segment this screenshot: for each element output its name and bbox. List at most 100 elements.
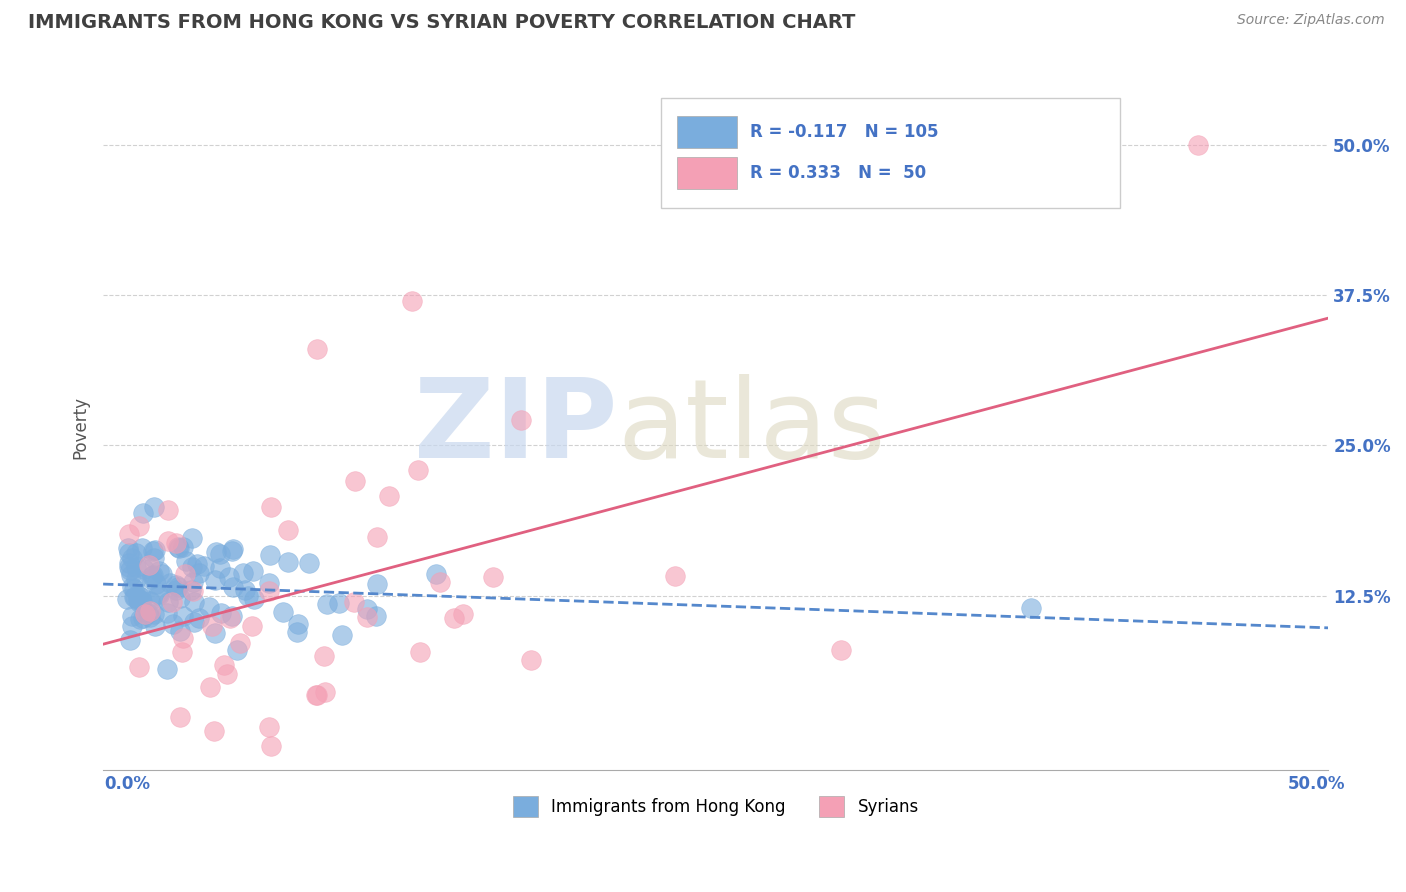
Point <box>188 566 211 581</box>
Point <box>132 562 155 576</box>
Point <box>165 536 187 550</box>
Point <box>183 615 205 629</box>
Point <box>257 720 280 734</box>
Point <box>314 685 336 699</box>
Point <box>221 543 243 558</box>
Point <box>156 663 179 677</box>
Text: R = 0.333   N =  50: R = 0.333 N = 50 <box>749 164 927 182</box>
Point <box>298 557 321 571</box>
Point <box>830 642 852 657</box>
Point <box>221 608 243 623</box>
Point <box>128 595 150 609</box>
Point <box>201 619 224 633</box>
Text: ZIP: ZIP <box>415 374 617 481</box>
Point <box>121 551 143 566</box>
Point <box>131 593 153 607</box>
Point <box>166 580 188 594</box>
Point <box>174 554 197 568</box>
Point <box>181 574 204 589</box>
Point <box>159 576 181 591</box>
Point <box>129 591 152 605</box>
Point <box>356 610 378 624</box>
Point <box>128 659 150 673</box>
Point <box>287 617 309 632</box>
Point <box>181 560 204 574</box>
Point <box>142 551 165 566</box>
Point <box>127 591 149 606</box>
Point <box>117 541 139 556</box>
Point <box>236 589 259 603</box>
Point <box>157 595 180 609</box>
Point <box>150 566 173 581</box>
Point <box>170 644 193 658</box>
Point <box>307 688 329 702</box>
Point <box>172 541 194 555</box>
Point <box>342 595 364 609</box>
Point <box>482 570 505 584</box>
Point <box>125 573 148 587</box>
Point <box>165 578 187 592</box>
Point <box>198 599 221 614</box>
Point <box>271 605 294 619</box>
Point <box>242 564 264 578</box>
Point <box>138 558 160 573</box>
Point <box>157 534 180 549</box>
Point <box>117 592 139 607</box>
Point <box>285 624 308 639</box>
Point <box>121 580 143 594</box>
Point <box>118 556 141 570</box>
Point <box>425 566 447 581</box>
Point <box>122 582 145 597</box>
Point <box>451 607 474 622</box>
Point <box>240 619 263 633</box>
Point <box>409 645 432 659</box>
Point <box>120 632 142 647</box>
Point <box>122 591 145 605</box>
Point <box>257 584 280 599</box>
Point <box>212 657 235 672</box>
Point <box>257 575 280 590</box>
Point <box>120 563 142 577</box>
Point <box>260 500 283 514</box>
Point <box>169 541 191 555</box>
Point <box>141 569 163 583</box>
Point <box>169 591 191 606</box>
Point <box>305 688 328 702</box>
Y-axis label: Poverty: Poverty <box>72 396 89 458</box>
Point <box>136 606 159 620</box>
Point <box>204 626 226 640</box>
Point <box>366 530 388 544</box>
Point <box>141 572 163 586</box>
Point <box>139 594 162 608</box>
Point <box>312 649 335 664</box>
Point <box>366 577 388 591</box>
Point <box>260 739 283 753</box>
Point <box>202 724 225 739</box>
Point <box>134 607 156 621</box>
Text: R = -0.117   N = 105: R = -0.117 N = 105 <box>749 123 939 141</box>
Point <box>169 624 191 638</box>
Point <box>307 342 329 356</box>
Point <box>276 523 298 537</box>
Point <box>118 546 141 560</box>
Point <box>520 653 543 667</box>
Point <box>131 541 153 555</box>
FancyBboxPatch shape <box>676 116 737 148</box>
Point <box>366 609 388 624</box>
Point <box>330 627 353 641</box>
Point <box>183 584 205 599</box>
Point <box>378 489 401 503</box>
Point <box>1019 600 1042 615</box>
Point <box>142 568 165 582</box>
Point <box>165 582 187 597</box>
Point <box>664 568 686 582</box>
Point <box>142 544 165 558</box>
Point <box>172 631 194 645</box>
Point <box>233 582 256 597</box>
Point <box>125 546 148 560</box>
Point <box>222 580 245 594</box>
Point <box>328 596 350 610</box>
Point <box>401 294 423 309</box>
Point <box>232 566 254 580</box>
Point <box>209 607 232 621</box>
